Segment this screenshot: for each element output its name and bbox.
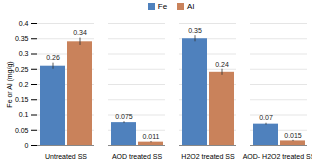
html-text:Fe: Fe <box>157 2 168 11</box>
svg-text:0.15: 0.15 <box>15 96 29 103</box>
svg-text:0.075: 0.075 <box>115 113 133 120</box>
svg-text:0.015: 0.015 <box>284 132 302 139</box>
svg-text:Untreated SS: Untreated SS <box>45 153 87 160</box>
svg-text:0.4: 0.4 <box>19 20 29 27</box>
svg-text:0: 0 <box>25 142 29 149</box>
svg-text:0.05: 0.05 <box>15 126 29 133</box>
svg-text:0.26: 0.26 <box>46 54 60 61</box>
svg-text:0.35: 0.35 <box>188 27 202 34</box>
svg-text:0.3: 0.3 <box>19 50 29 57</box>
svg-text:0.2: 0.2 <box>19 81 29 88</box>
svg-text:0.07: 0.07 <box>259 114 273 121</box>
svg-text:0.011: 0.011 <box>143 133 160 140</box>
svg-text:Fe or Al (mg/g): Fe or Al (mg/g) <box>6 61 14 107</box>
svg-text:AOD treated SS: AOD treated SS <box>112 153 163 160</box>
svg-text:H2O2 treated SS: H2O2 treated SS <box>181 153 235 160</box>
svg-text:0.1: 0.1 <box>19 111 29 118</box>
svg-text:0.24: 0.24 <box>215 60 229 67</box>
svg-text:0.34: 0.34 <box>73 29 87 36</box>
svg-text:AOD- H2O2 treated SS: AOD- H2O2 treated SS <box>243 153 312 160</box>
svg-text:0.35: 0.35 <box>15 35 29 42</box>
html-text:Al: Al <box>187 2 195 11</box>
svg-text:0.25: 0.25 <box>15 65 29 72</box>
